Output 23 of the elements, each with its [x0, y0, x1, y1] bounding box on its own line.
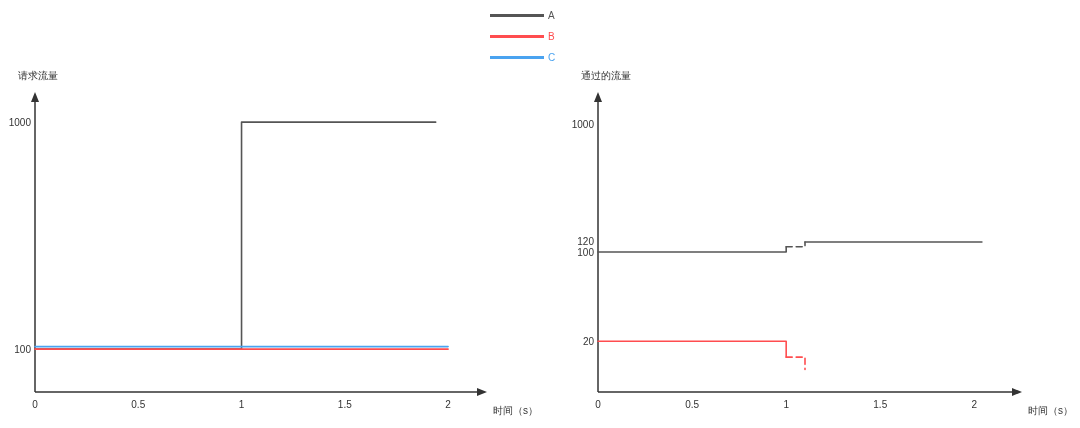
- text: C: [548, 52, 556, 63]
- x-axis-title: 时间（s）: [1028, 405, 1073, 416]
- y-tick-label: 120: [577, 236, 595, 248]
- x-tick-label: 1: [783, 399, 790, 410]
- x-tick-label: 0.5: [685, 399, 700, 410]
- x-tick-label: 0: [595, 399, 602, 410]
- y-axis-title: 请求流量: [18, 70, 58, 81]
- x-tick-label: 2: [445, 399, 452, 410]
- text: A: [548, 10, 555, 21]
- x-tick-label: 1.5: [337, 399, 353, 410]
- y-tick-label: 20: [582, 335, 595, 347]
- text: B: [548, 31, 555, 42]
- y-tick-label: 100: [577, 246, 595, 258]
- x-tick-label: 1: [238, 399, 245, 410]
- x-tick-label: 0.5: [131, 399, 146, 410]
- y-tick-label: 1000: [571, 118, 595, 130]
- x-tick-label: 0: [32, 399, 39, 410]
- x-tick-label: 1.5: [873, 399, 888, 410]
- y-tick-label: 100: [14, 343, 32, 355]
- x-axis-title: 时间（s）: [493, 405, 538, 416]
- x-tick-label: 2: [971, 399, 978, 410]
- y-axis-title: 通过的流量: [581, 70, 631, 81]
- y-tick-label: 1000: [8, 116, 32, 128]
